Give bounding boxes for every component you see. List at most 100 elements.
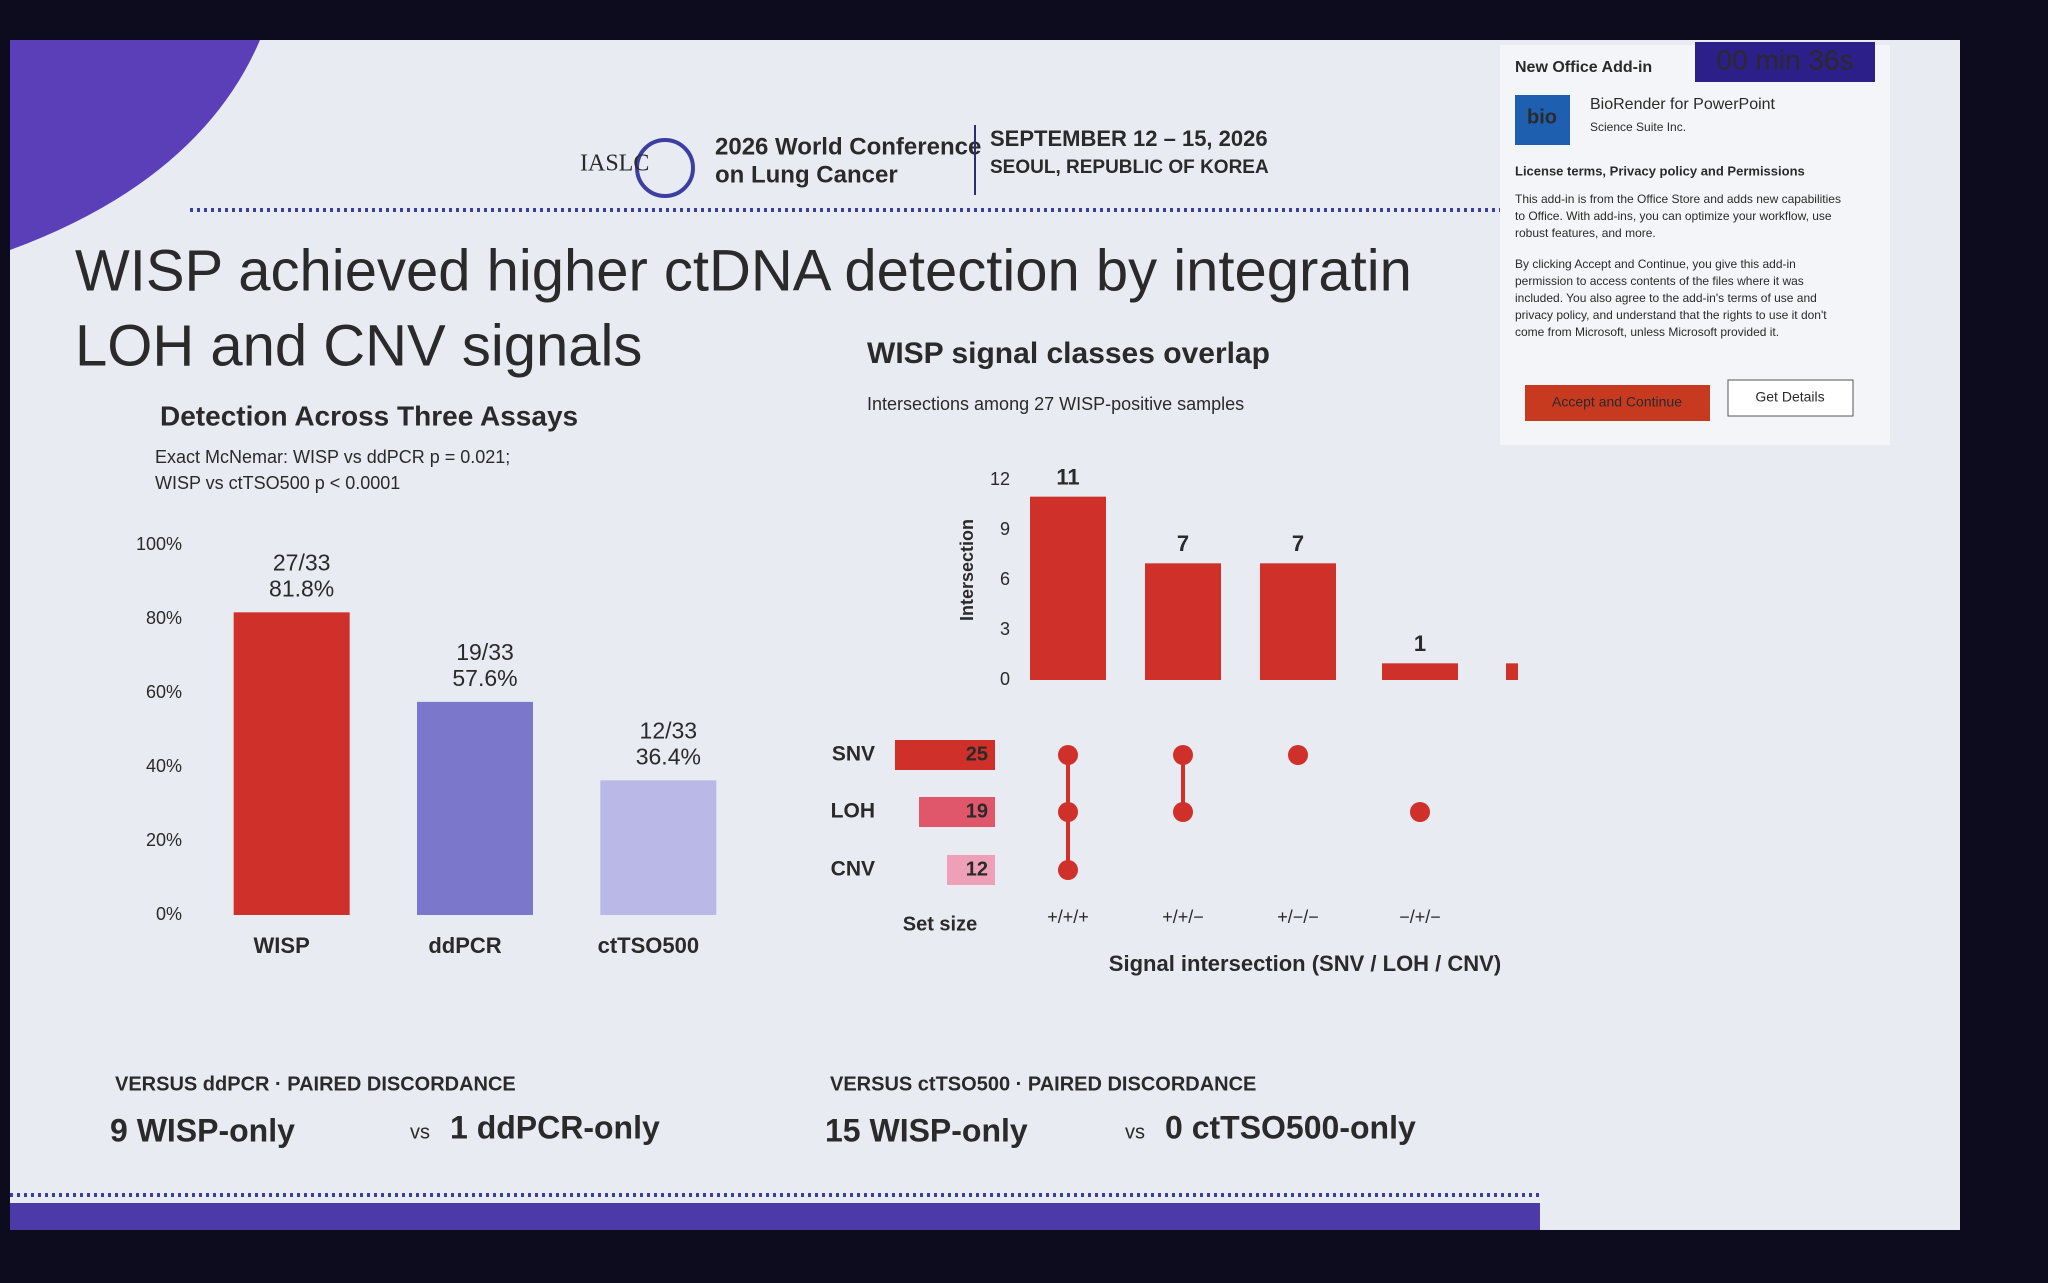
- addin-text: robust features, and more.: [1515, 226, 1656, 240]
- footer-left: 9 WISP-only: [110, 1112, 295, 1148]
- membership-dot: [1410, 802, 1430, 822]
- chart-subtitle: Exact McNemar: WISP vs ddPCR p = 0.021;: [155, 447, 510, 467]
- footer-right: 1 ddPCR-only: [450, 1109, 660, 1145]
- y-tick-label: 100%: [136, 534, 182, 554]
- y-axis-label: Intersection: [957, 519, 977, 621]
- chart-subtitle: Intersections among 27 WISP-positive sam…: [867, 394, 1244, 414]
- set-name: SNV: [832, 743, 875, 766]
- addin-text: This add-in is from the Office Store and…: [1515, 192, 1841, 206]
- footer-bar: [10, 1203, 1540, 1230]
- membership-dot: [1173, 745, 1193, 765]
- chart-title: Detection Across Three Assays: [160, 400, 578, 431]
- addin-publisher: Science Suite Inc.: [1590, 120, 1686, 134]
- footer-right: 0 ctTSO500-only: [1165, 1109, 1416, 1145]
- accept-button[interactable]: [1525, 385, 1710, 421]
- x-tick-label: +/−/−: [1277, 907, 1319, 927]
- footer-vs: vs: [1125, 1121, 1145, 1143]
- slide-title: WISP achieved higher ctDNA detection by …: [75, 238, 1412, 303]
- set-size-bar: [919, 797, 995, 827]
- conference: 2026 World Conference: [715, 133, 981, 160]
- corner-decoration: [10, 40, 260, 250]
- set-size-label: 25: [966, 743, 988, 765]
- footer-left: 15 WISP-only: [825, 1112, 1028, 1148]
- bar: [1260, 563, 1336, 680]
- addin-text: to Office. With add-ins, you can optimiz…: [1515, 209, 1832, 223]
- slide-title: LOH and CNV signals: [75, 313, 642, 378]
- set-size-title: Set size: [903, 913, 977, 935]
- bar: [1030, 496, 1106, 680]
- bar: [233, 612, 350, 915]
- set-name: CNV: [831, 858, 875, 881]
- y-tick-label: 9: [1000, 519, 1010, 539]
- timer: 00 min 36s: [1717, 44, 1854, 75]
- x-axis-label: Signal intersection (SNV / LOH / CNV): [1109, 951, 1501, 976]
- addin-text: come from Microsoft, unless Microsoft pr…: [1515, 325, 1779, 339]
- org: IASLC: [580, 151, 649, 177]
- bar: [1382, 663, 1458, 680]
- value-label: 7: [1292, 531, 1304, 556]
- membership-dot: [1058, 802, 1078, 822]
- addin-panel: 00 min 36s New Office Add-in bio BioRend…: [1500, 42, 1890, 445]
- bar: [600, 780, 717, 915]
- addin-logo: [1515, 95, 1570, 145]
- bar: [1145, 563, 1221, 680]
- y-tick-label: 0: [1000, 669, 1010, 689]
- terms-heading: License terms, Privacy policy and Permis…: [1515, 163, 1805, 178]
- chart-subtitle: WISP vs ctTSO500 p < 0.0001: [155, 473, 400, 493]
- value-label: 57.6%: [452, 665, 517, 691]
- chart-title: WISP signal classes overlap: [867, 337, 1270, 370]
- y-tick-label: 40%: [146, 756, 182, 776]
- value-label: 81.8%: [269, 575, 334, 601]
- addin-name: BioRender for PowerPoint: [1590, 96, 1776, 113]
- accept-label[interactable]: Accept and Continue: [1552, 394, 1682, 410]
- addin-text: permission to access contents of the fil…: [1515, 274, 1804, 288]
- set-size-label: 12: [966, 858, 988, 880]
- bar: [1506, 663, 1518, 680]
- conference: on Lung Cancer: [715, 161, 898, 188]
- addin-heading: New Office Add-in: [1515, 59, 1652, 76]
- y-tick-label: 3: [1000, 619, 1010, 639]
- membership-dot: [1173, 802, 1193, 822]
- value-label: 1: [1414, 631, 1426, 656]
- addin-text: By clicking Accept and Continue, you giv…: [1515, 257, 1796, 271]
- logo: [635, 138, 695, 198]
- set-size-bar: [947, 855, 995, 885]
- set-size-bar: [895, 740, 995, 770]
- y-tick-label: 6: [1000, 569, 1010, 589]
- x-tick-label: ddPCR: [428, 933, 501, 958]
- details-label[interactable]: Get Details: [1755, 389, 1824, 405]
- y-tick-label: 80%: [146, 608, 182, 628]
- x-tick-label: −/+/−: [1399, 907, 1441, 927]
- membership-dot: [1058, 745, 1078, 765]
- addin-text: included. You also agree to the add-in's…: [1515, 291, 1817, 305]
- y-tick-label: 60%: [146, 682, 182, 702]
- x-tick-label: +/+/+: [1047, 907, 1089, 927]
- location: SEOUL, REPUBLIC OF KOREA: [990, 157, 1269, 178]
- value-label: 7: [1177, 531, 1189, 556]
- x-tick-label: ctTSO500: [598, 933, 700, 958]
- x-tick-label: WISP: [254, 933, 310, 958]
- value-label: 36.4%: [636, 743, 701, 769]
- addin-text: privacy policy, and understand that the …: [1515, 308, 1827, 322]
- membership-dot: [1288, 745, 1308, 765]
- y-tick-label: 0%: [156, 904, 182, 924]
- footer-heading: VERSUS ddPCR · PAIRED DISCORDANCE: [115, 1073, 516, 1095]
- logo-text: bio: [1527, 106, 1557, 128]
- y-tick-label: 20%: [146, 830, 182, 850]
- details-button[interactable]: [1727, 379, 1854, 417]
- timer-bg: [1695, 42, 1875, 82]
- count-label: 27/33: [273, 549, 331, 575]
- footer-vs: vs: [410, 1121, 430, 1143]
- bar: [417, 701, 533, 915]
- membership-dot: [1058, 860, 1078, 880]
- y-tick-label: 12: [990, 469, 1010, 489]
- set-size-label: 19: [966, 800, 988, 822]
- x-tick-label: +/+/−: [1162, 907, 1204, 927]
- footer-heading: VERSUS ctTSO500 · PAIRED DISCORDANCE: [830, 1073, 1256, 1095]
- count-label: 12/33: [640, 717, 698, 743]
- set-name: LOH: [831, 800, 875, 823]
- dates: SEPTEMBER 12 – 15, 2026: [990, 126, 1268, 151]
- value-label: 11: [1056, 464, 1079, 489]
- count-label: 19/33: [456, 639, 514, 665]
